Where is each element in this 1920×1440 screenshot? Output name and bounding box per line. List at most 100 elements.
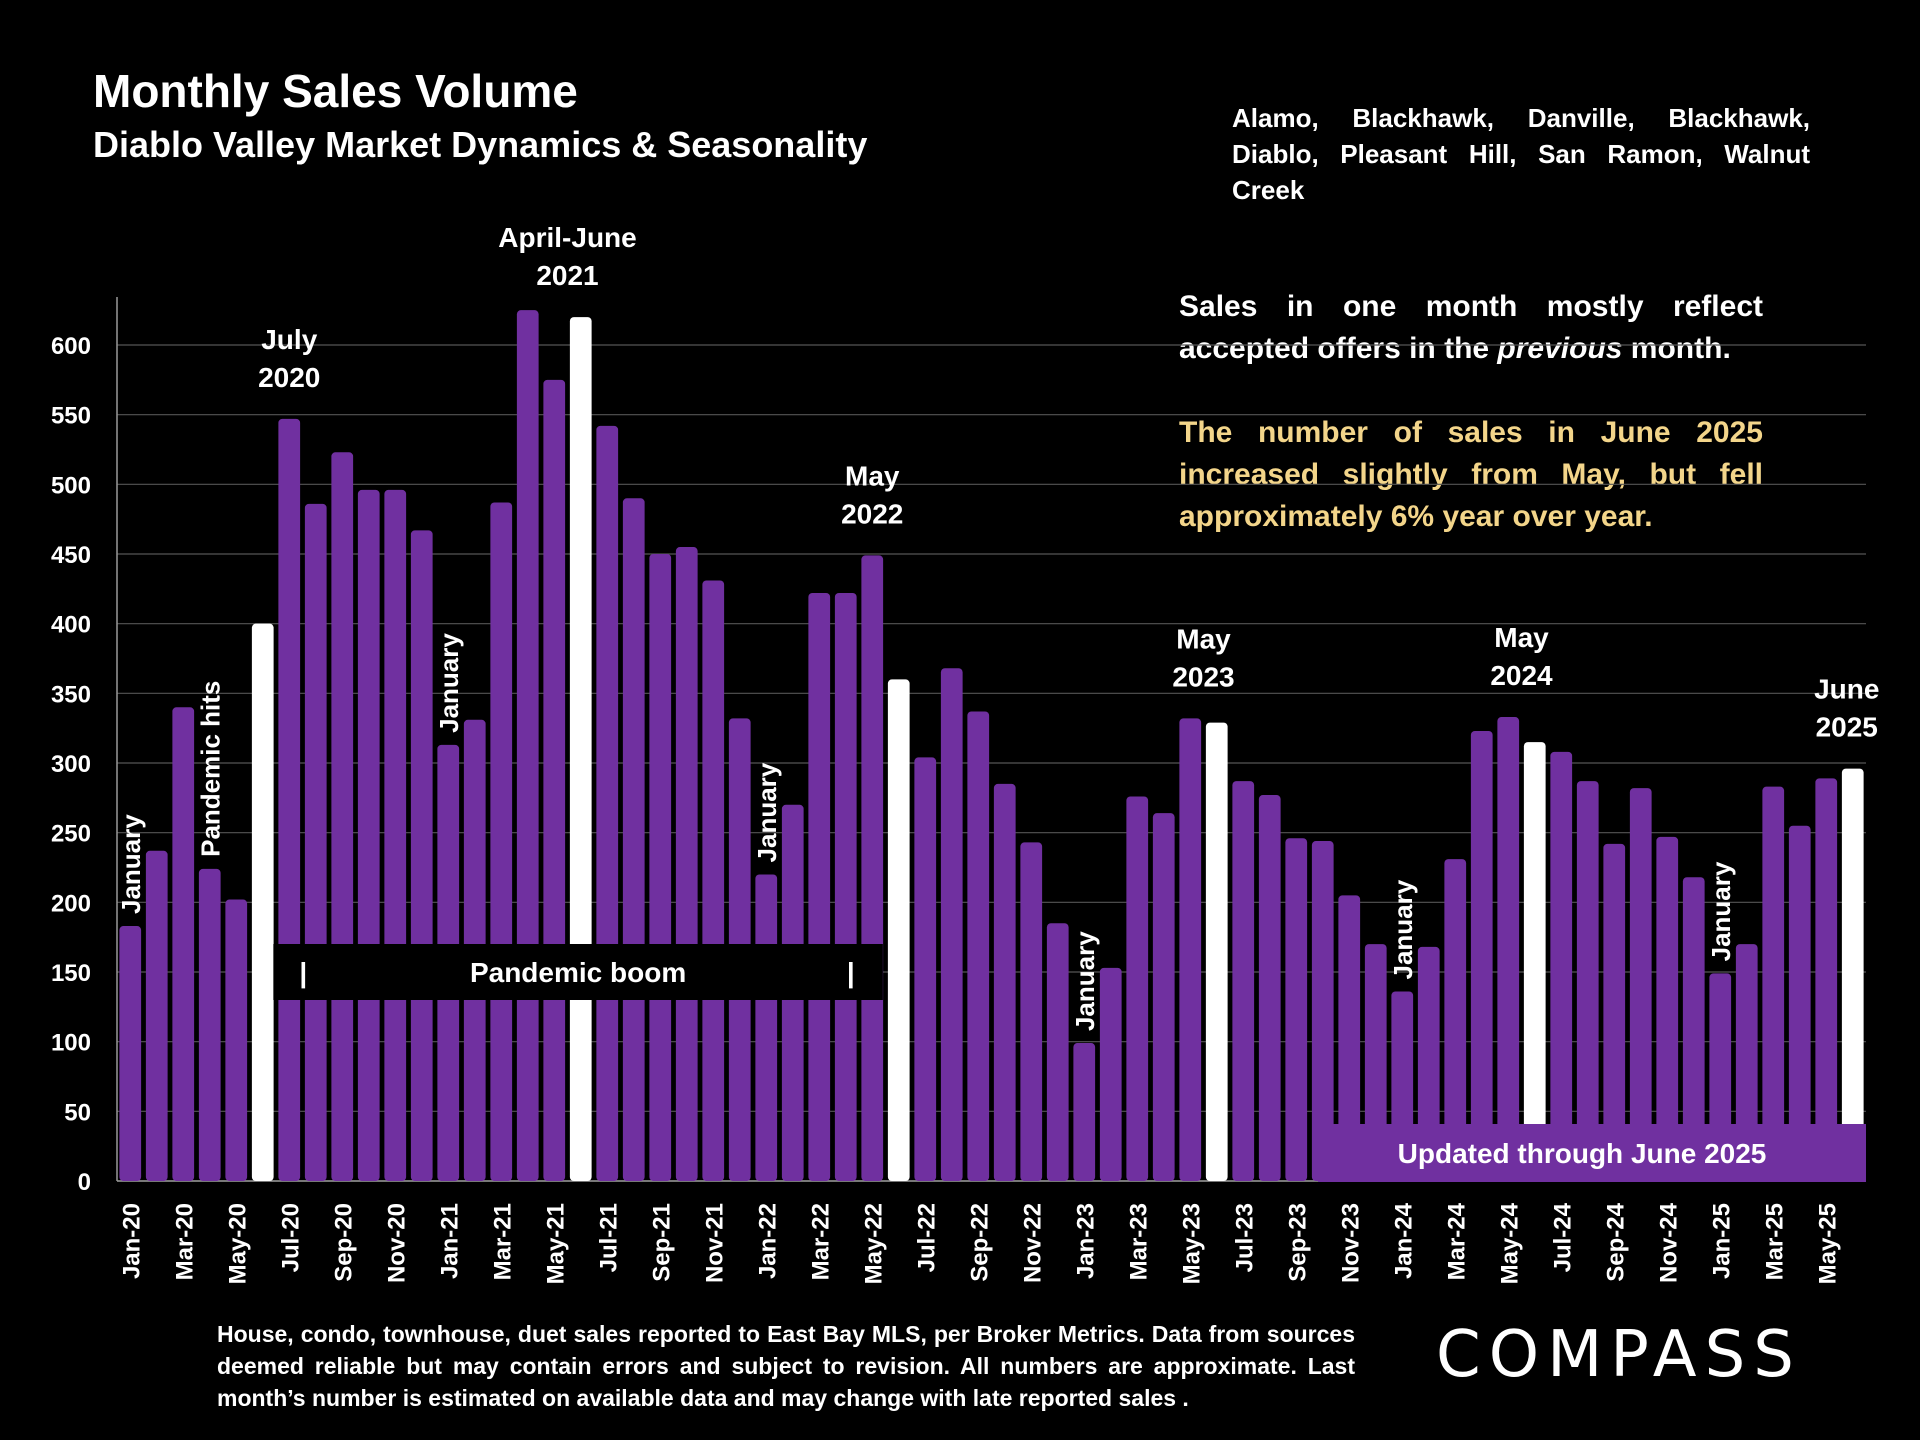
bar — [967, 711, 990, 1181]
annotation-label: 2020 — [258, 362, 320, 393]
annotation-label: July — [261, 324, 317, 355]
bar — [384, 489, 407, 1181]
bar — [490, 502, 513, 1181]
y-tick-label: 300 — [51, 751, 91, 778]
bar — [172, 707, 195, 1181]
bar — [675, 547, 698, 1181]
x-tick-label: Sep-22 — [966, 1203, 993, 1282]
bar — [1126, 796, 1149, 1181]
bar — [1364, 944, 1387, 1181]
bar — [1444, 859, 1467, 1181]
bar — [331, 452, 354, 1182]
bar — [1046, 923, 1069, 1181]
highlight-bar — [887, 679, 910, 1181]
bar — [993, 783, 1016, 1181]
y-tick-label: 250 — [51, 821, 91, 848]
y-tick-label: 350 — [51, 681, 91, 708]
x-tick-label: Sep-21 — [648, 1203, 675, 1282]
y-tick-label: 200 — [51, 890, 91, 917]
bar — [119, 926, 142, 1181]
bar — [1762, 786, 1785, 1181]
annotation-label: 2025 — [1816, 712, 1878, 743]
bar — [1629, 788, 1652, 1181]
bar — [1232, 781, 1255, 1181]
x-tick-label: Jan-24 — [1390, 1202, 1417, 1279]
bar — [543, 379, 566, 1181]
sales-volume-chart: 0 50 100 150 200 250 300 350 400 450 500 550 600 Pan… — [51, 222, 1879, 1284]
bar — [1020, 842, 1043, 1181]
x-tick-label: May-20 — [224, 1203, 251, 1284]
bar — [1788, 825, 1811, 1181]
x-tick-label: May-23 — [1178, 1203, 1205, 1284]
rotated-annotation-label: January — [434, 633, 464, 733]
bar — [1338, 895, 1361, 1181]
x-tick-label: Mar-21 — [489, 1203, 516, 1280]
y-tick-label: 150 — [51, 960, 91, 987]
rotated-annotation-label: January — [116, 814, 146, 914]
bar — [1258, 795, 1281, 1181]
bar — [198, 868, 221, 1181]
annotation-label: 2021 — [536, 260, 598, 291]
x-tick-label: May-21 — [542, 1203, 569, 1284]
bar — [1073, 1043, 1096, 1181]
bar — [1656, 836, 1679, 1181]
y-tick-label: 500 — [51, 472, 91, 499]
annotation-label: May — [1176, 623, 1231, 654]
bar — [1470, 730, 1493, 1181]
bar — [410, 530, 433, 1181]
note-offers: Sales in one month mostly reflect accept… — [1179, 290, 1763, 365]
x-tick-label: Jan-20 — [118, 1203, 145, 1279]
x-tick-label: Nov-22 — [1019, 1203, 1046, 1283]
bar — [1815, 778, 1838, 1181]
rotated-annotation-label: January — [1706, 861, 1736, 961]
bar — [596, 425, 619, 1181]
annotation-label: 2024 — [1490, 660, 1553, 691]
bar — [1285, 838, 1308, 1181]
x-tick-label: Mar-22 — [807, 1203, 834, 1280]
annotation-label: April-June — [498, 222, 636, 253]
bar — [357, 489, 380, 1181]
x-tick-label: May-25 — [1814, 1203, 1841, 1284]
bar — [702, 580, 725, 1181]
updated-through-label: Updated through June 2025 — [1398, 1138, 1767, 1169]
highlight-bar — [1523, 742, 1546, 1181]
highlight-bar — [569, 317, 592, 1182]
rotated-annotation-label: January — [1070, 931, 1100, 1031]
annotation-label: May — [845, 460, 900, 491]
annotation-label: 2022 — [841, 498, 903, 529]
x-tick-label: Sep-23 — [1284, 1203, 1311, 1282]
annotation-label: June — [1814, 674, 1879, 705]
highlight-bar — [251, 623, 274, 1181]
bar — [516, 310, 539, 1182]
x-tick-label: Jul-24 — [1549, 1202, 1576, 1272]
bar — [145, 850, 168, 1181]
compass-logo: COMPASS — [1436, 1318, 1802, 1392]
x-tick-label: Jan-21 — [436, 1203, 463, 1279]
x-tick-label: Mar-20 — [171, 1203, 198, 1280]
pandemic-boom-label: Pandemic boom — [470, 957, 686, 988]
rotated-annotation-label: January — [752, 762, 782, 862]
highlight-bar — [1841, 768, 1864, 1181]
bar — [834, 593, 857, 1181]
bar — [1179, 718, 1202, 1181]
bar — [1735, 944, 1758, 1181]
y-tick-label: 550 — [51, 403, 91, 430]
x-tick-label: Jan-22 — [754, 1203, 781, 1279]
bar — [1099, 967, 1122, 1181]
x-tick-label: Sep-20 — [330, 1203, 357, 1282]
bar — [808, 593, 831, 1181]
x-tick-label: Nov-20 — [383, 1203, 410, 1283]
x-tick-label: Mar-23 — [1125, 1203, 1152, 1280]
bar — [1152, 813, 1175, 1181]
x-tick-label: Jan-25 — [1708, 1203, 1735, 1279]
x-tick-label: Jul-22 — [913, 1203, 940, 1272]
x-tick-label: Jul-21 — [595, 1203, 622, 1272]
bar — [1417, 946, 1440, 1181]
x-tick-label: Nov-24 — [1655, 1202, 1682, 1283]
bar — [1576, 781, 1599, 1181]
bar — [861, 555, 884, 1181]
rotated-annotation-label: January — [1388, 879, 1418, 979]
bar — [622, 498, 645, 1181]
y-tick-label: 0 — [78, 1169, 91, 1196]
x-tick-label: Mar-25 — [1761, 1203, 1788, 1280]
